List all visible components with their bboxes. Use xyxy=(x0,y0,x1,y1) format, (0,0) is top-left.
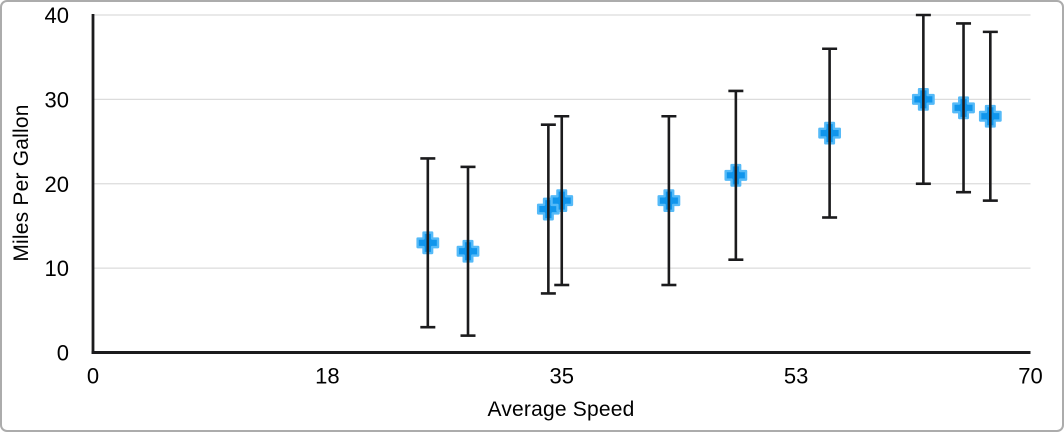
x-tick-label: 53 xyxy=(784,364,808,389)
y-tick-label: 0 xyxy=(57,341,69,366)
y-tick-label: 20 xyxy=(45,172,69,197)
x-tick-label: 18 xyxy=(315,364,339,389)
x-axis-title: Average Speed xyxy=(487,398,635,421)
x-tick-label: 70 xyxy=(1018,364,1042,389)
y-tick-label: 10 xyxy=(45,256,69,281)
y-tick-label: 40 xyxy=(45,3,69,28)
x-tick-label: 35 xyxy=(550,364,574,389)
y-tick-label: 30 xyxy=(45,87,69,112)
y-axis-title: Miles Per Gallon xyxy=(10,104,33,262)
x-tick-label: 0 xyxy=(87,364,99,389)
